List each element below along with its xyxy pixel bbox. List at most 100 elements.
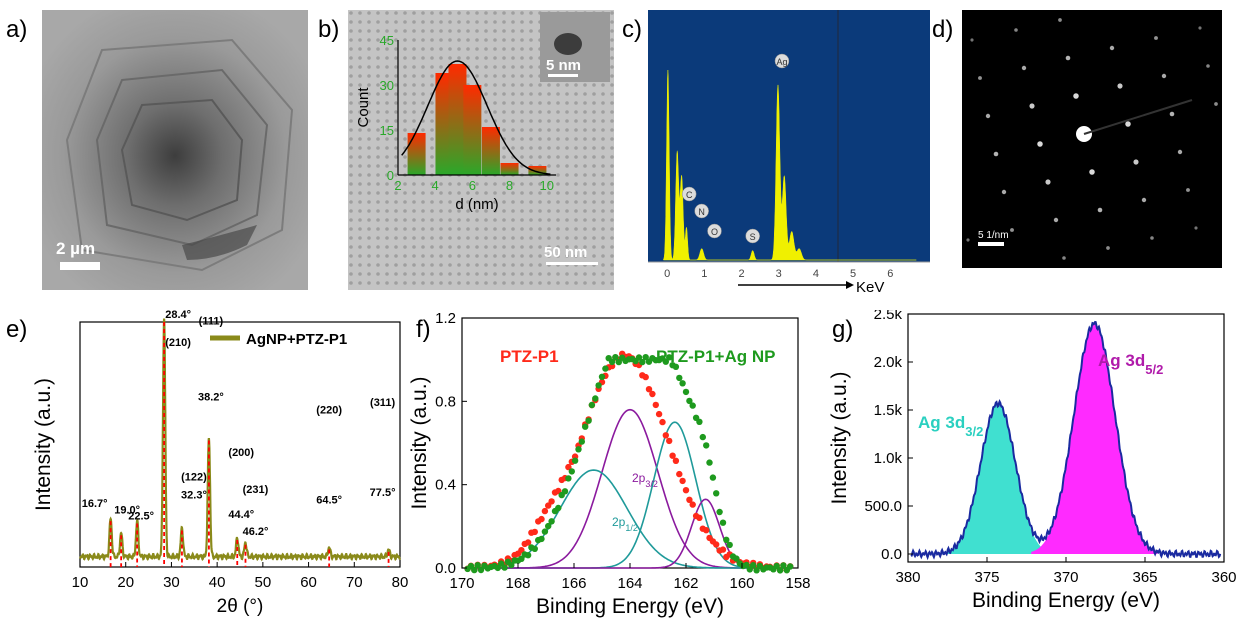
ptz-p1-point [538, 515, 545, 523]
diffraction-spot [1037, 141, 1043, 147]
ptz-p1-ag-np-point [642, 354, 649, 361]
ptz-p1-ag-np-point [666, 354, 673, 361]
diffraction-background [962, 10, 1222, 268]
ptz-p1-ag-np-point [471, 566, 478, 574]
x-axis-label: 2θ (°) [217, 596, 264, 617]
inset-scale-bar [548, 74, 578, 77]
ptz-p1-ag-np-point [699, 433, 706, 441]
x-tick-label: 2 [394, 178, 401, 193]
ptz-p1-point [642, 373, 649, 381]
miller-index-label: (231) [243, 484, 269, 496]
x-tick-label: 166 [561, 575, 586, 592]
ptz-p1-ag-np-point [524, 552, 532, 559]
ptz-p1-ag-np-point [635, 354, 643, 361]
x-axis-label: Binding Energy (eV) [972, 589, 1160, 612]
ptz-p1-ag-np-point [474, 562, 481, 569]
ptz-p1-point [645, 386, 653, 393]
ptz-p1-point [696, 514, 703, 521]
scale-label: 2 µm [56, 239, 95, 258]
ptz-p1-point [524, 539, 532, 546]
panel-label-e: e) [6, 316, 28, 343]
ptz-p1-point [659, 418, 666, 426]
scale-bar [978, 242, 1004, 246]
ptz-p1-point [649, 390, 656, 398]
panel-label-c: c) [622, 16, 642, 43]
y-tick-label: 0 [387, 168, 394, 183]
beam-stopper [1083, 99, 1193, 135]
xrd-chart-e: 16.7° 19.0°22.5° 28.4° (210) 32.3° (122) 38.2°… [32, 310, 408, 617]
ptz-p1-ag-np-point [575, 446, 582, 453]
y-tick-label: 0.8 [435, 393, 456, 410]
ptz-p1-ag-np-point [703, 442, 710, 449]
diffraction-spot [1010, 228, 1014, 232]
nanoparticle-inset [554, 33, 582, 55]
ptz-p1-ag-np-point [477, 566, 485, 574]
panel-label-a: a) [6, 16, 28, 43]
x-tick-label: 10 [539, 178, 553, 193]
ptz-p1-point [662, 432, 669, 439]
miller-index-label: (200) [228, 447, 254, 459]
peak-label: Ag 3d5/2 [1098, 351, 1163, 377]
ptz-p1-ag-np-point [508, 561, 515, 569]
ptz-p1-point [703, 527, 710, 534]
peak-position-label: 28.4° [165, 310, 191, 321]
peak-position-label: 77.5° [370, 487, 396, 499]
peak-position-label: 22.5° [128, 510, 154, 522]
miller-index-label: (311) [370, 397, 395, 409]
x-tick-label: 370 [1053, 569, 1078, 586]
diffraction-spot [1045, 179, 1051, 185]
ptz-p1-ag-np-point [602, 365, 609, 372]
ptz-p1-ag-np-point [531, 545, 538, 552]
scale-label: 5 1/nm [978, 230, 1009, 241]
diffraction-spot [1014, 28, 1018, 32]
diffraction-spot [1169, 111, 1175, 117]
ptz-p1-ag-np-point [686, 397, 693, 405]
series-label-ptz-p1: PTZ-P1 [500, 347, 559, 366]
ptz-p1-ag-np-point [571, 457, 579, 464]
peak-label: Ag 3d3/2 [918, 413, 983, 439]
x-tick-label: 6 [469, 178, 476, 193]
histogram-bar [481, 127, 500, 175]
x-tick-label: 4 [432, 178, 439, 193]
x-tick-label: 40 [209, 574, 226, 591]
ptz-p1-ag-np-point [555, 504, 562, 512]
peak-label-badge [694, 203, 709, 219]
ptz-p1-ag-np-point [726, 541, 733, 549]
ptz-p1-point [676, 470, 683, 478]
x-tick-label: 5 [850, 268, 856, 280]
peak-position-label: 19.0° [114, 504, 140, 516]
peak-label: Ag [776, 57, 787, 67]
ptz-p1-ag-np-point [733, 555, 740, 562]
scale-bar [546, 262, 598, 265]
ptz-p1-ag-np-point [548, 518, 555, 525]
ptz-p1-ag-np-point [780, 562, 787, 569]
y-tick-label: 2.5k [874, 310, 903, 323]
ptz-p1-ag-np-point [682, 388, 690, 396]
ptz-p1-point [655, 410, 663, 418]
y-tick-label: 0.4 [435, 477, 456, 494]
y-tick-label: 45 [380, 33, 394, 48]
x-tick-label: 158 [785, 575, 810, 592]
miller-index-label: (210) [165, 337, 191, 349]
ptz-p1-ag-np-point [706, 459, 713, 466]
diffraction-spot [1073, 93, 1079, 99]
x-tick-label: 30 [163, 574, 180, 591]
peak-position-label: 32.3° [181, 490, 207, 502]
gaussian-fit-line [401, 60, 551, 175]
y-tick-label: 1.2 [435, 310, 456, 327]
ptz-p1-ag-np-point [723, 536, 730, 543]
eds-spectrum-area [663, 69, 917, 261]
x-tick-label: 70 [346, 574, 363, 591]
diffraction-spot [1161, 73, 1167, 79]
ptz-p1-ag-np-point [588, 401, 596, 409]
ptz-p1-ag-np-point [585, 417, 592, 424]
ptz-p1-ag-np-point [709, 474, 717, 481]
ptz-p1-ag-np-point [612, 354, 619, 361]
plot-frame [79, 321, 401, 568]
ptz-p1-ag-np-point [598, 373, 606, 380]
xps-ag3d-chart-g: 380 375 370 365 360 0.0 500.0 1.0k 1.5k 2.0k 2.5k B… [828, 310, 1237, 612]
ptz-p1-ag-np-point [662, 358, 669, 365]
diffraction-spot [966, 238, 970, 242]
ptz-p1-ag-np-point [578, 438, 585, 445]
x-tick-label: 1 [701, 268, 707, 280]
